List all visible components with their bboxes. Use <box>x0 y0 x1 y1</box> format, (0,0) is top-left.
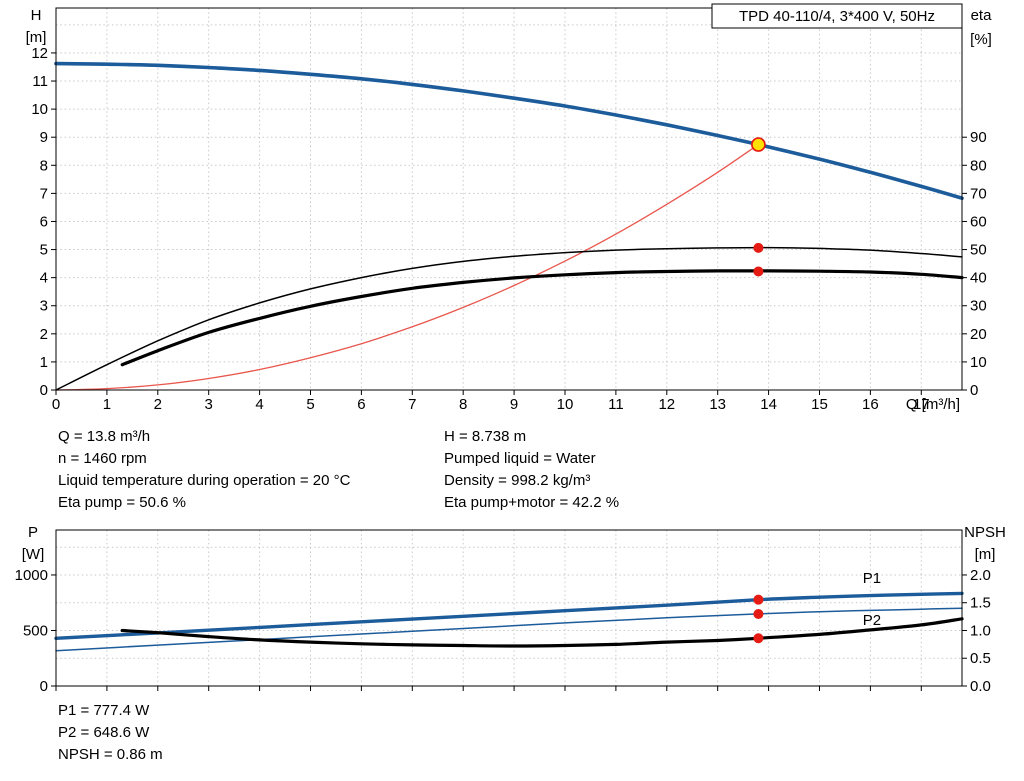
x-tick-label: 8 <box>459 396 467 413</box>
y-left-tick-label: 11 <box>32 73 48 90</box>
duty-info-left-column: Q = 13.8 m³/h n = 1460 rpm Liquid temper… <box>58 426 350 514</box>
y-right-tick-label: 0.0 <box>970 678 991 695</box>
y-left-tick-label: 4 <box>40 270 48 287</box>
y-left-tick-label: 7 <box>40 185 48 202</box>
y-left-tick-label: 3 <box>40 298 48 315</box>
eta-pump-point-marker <box>753 242 764 253</box>
x-tick-label: 1 <box>103 396 111 413</box>
x-tick-label: 6 <box>357 396 365 413</box>
y-right-tick-label: 60 <box>970 214 987 231</box>
y-right-tick-label: 20 <box>970 326 987 343</box>
p1-point-marker <box>753 594 764 605</box>
x-tick-label: 9 <box>510 396 518 413</box>
y-right-tick-label: 30 <box>970 298 987 315</box>
y-left-tick-label: 10 <box>31 101 48 118</box>
result-column: P1 = 777.4 W P2 = 648.6 W NPSH = 0.86 m <box>58 700 163 766</box>
duty-head-text: H = 8.738 m <box>444 428 527 445</box>
y-right-tick-label: 1.5 <box>970 595 991 612</box>
y-left-tick-label: 6 <box>40 214 48 231</box>
duty-info-right-column: H = 8.738 m Pumped liquid = Water Densit… <box>444 426 619 514</box>
npsh-curve <box>120 617 964 648</box>
system-curve <box>55 143 760 391</box>
y-right-axis-unit: [m] <box>975 546 996 563</box>
result-p2-text: P2 = 648.6 W <box>58 724 150 741</box>
y-right-tick-label: 90 <box>970 129 987 146</box>
y-left-axis-unit: [W] <box>22 546 45 563</box>
y-left-tick-label: 1 <box>40 354 48 371</box>
duty-flow-text: Q = 13.8 m³/h <box>58 428 151 445</box>
y-left-axis-label: P <box>28 524 38 541</box>
duty-eta-motor-text: Eta pump+motor = 42.2 % <box>444 494 620 511</box>
y-right-tick-label: 0 <box>970 382 978 399</box>
y-right-tick-label: 80 <box>970 157 987 174</box>
y-left-axis-unit: [m] <box>26 29 47 46</box>
curve-label-p1: P1 <box>863 570 881 587</box>
power-npsh-chart: 0 500 1000 0.0 0.5 1.0 1.5 2.0 P [W] NPSH [m] P1 P2 <box>15 524 1006 695</box>
y-right-tick-label: 70 <box>970 185 987 202</box>
duty-pumped-liquid-text: Pumped liquid = Water <box>444 450 596 467</box>
chart-title: TPD 40-110/4, 3*400 V, 50Hz <box>739 8 935 25</box>
duty-density-text: Density = 998.2 kg/m³ <box>444 472 591 489</box>
x-tick-label: 7 <box>408 396 416 413</box>
y-right-tick-label: 0.5 <box>970 650 991 667</box>
x-tick-label: 5 <box>306 396 314 413</box>
y-left-axis-label: H <box>31 7 42 24</box>
x-axis-label: Q [m³/h] <box>906 396 960 413</box>
x-tick-label: 4 <box>255 396 263 413</box>
eta-pump-curve <box>55 246 963 391</box>
y-right-tick-label: 50 <box>970 242 987 259</box>
npsh-point-marker <box>753 633 764 644</box>
x-tick-label: 13 <box>709 396 726 413</box>
x-tick-label: 14 <box>760 396 777 413</box>
y-right-tick-label: 1.0 <box>970 623 991 640</box>
y-left-tick-label: 0 <box>40 382 48 399</box>
y-right-axis-label: eta <box>971 7 993 24</box>
x-tick-label: 10 <box>557 396 574 413</box>
plot-border <box>55 529 963 687</box>
x-tick-label: 16 <box>862 396 879 413</box>
x-tick-label: 3 <box>205 396 213 413</box>
y-left-tick-label: 500 <box>23 623 48 640</box>
chart-title-box <box>711 3 963 29</box>
y-right-tick-label: 10 <box>970 354 987 371</box>
x-tick-label: 2 <box>154 396 162 413</box>
result-npsh-text: NPSH = 0.86 m <box>58 746 163 763</box>
eta-pump-motor-point-marker <box>753 266 764 277</box>
y-left-tick-label: 1000 <box>15 567 48 584</box>
result-p1-text: P1 = 777.4 W <box>58 702 150 719</box>
x-tick-label: 0 <box>52 396 60 413</box>
eta-pump-motor-curve <box>120 269 964 367</box>
duty-point-marker <box>751 137 766 152</box>
duty-eta-pump-text: Eta pump = 50.6 % <box>58 494 186 511</box>
duty-speed-text: n = 1460 rpm <box>58 450 147 467</box>
x-tick-label: 11 <box>608 396 624 413</box>
x-tick-label: 12 <box>658 396 675 413</box>
curve-label-p2: P2 <box>863 612 881 629</box>
y-right-axis-label: NPSH <box>964 524 1006 541</box>
pump-qh-curve <box>54 61 964 200</box>
x-tick-label: 15 <box>811 396 828 413</box>
y-left-tick-label: 9 <box>40 129 48 146</box>
qh-eta-chart: 0 1 2 3 4 5 6 7 8 9 10 11 12 13 14 15 16 1701234567891011… <box>26 3 993 413</box>
p1-curve <box>54 591 964 640</box>
y-left-tick-label: 12 <box>31 45 48 62</box>
y-right-axis-unit: [%] <box>970 31 992 48</box>
y-right-tick-label: 2.0 <box>970 567 991 584</box>
y-left-tick-label: 8 <box>40 157 48 174</box>
p2-point-marker <box>753 608 764 619</box>
y-left-tick-label: 2 <box>40 326 48 343</box>
y-left-tick-label: 0 <box>40 678 48 695</box>
y-right-tick-label: 40 <box>970 270 987 287</box>
p2-curve <box>55 607 963 652</box>
plot-border <box>55 7 963 391</box>
x-tick-label: 17 <box>913 396 930 413</box>
duty-liquid-temp-text: Liquid temperature during operation = 20… <box>58 472 351 489</box>
y-left-tick-label: 5 <box>40 242 48 259</box>
